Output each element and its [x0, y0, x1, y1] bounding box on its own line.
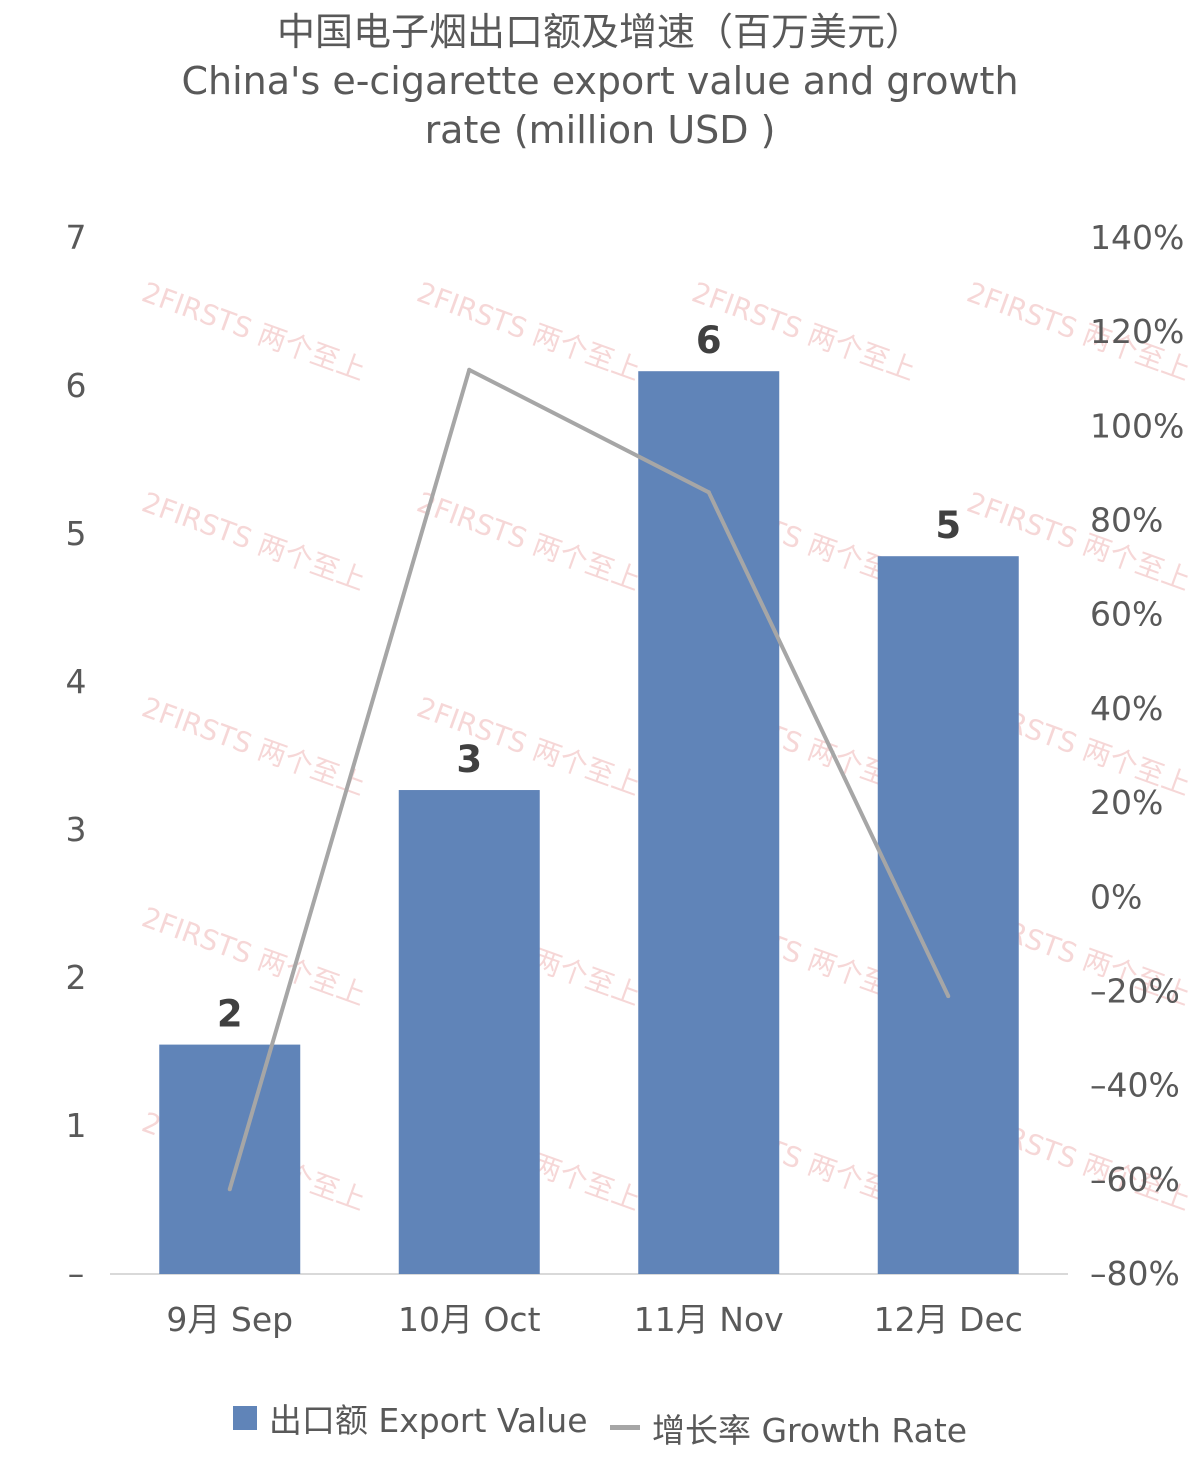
left-tick-label-3: 3 — [66, 810, 87, 849]
right-tick-label-5: 20% — [1090, 783, 1163, 822]
data-label-0: 2 — [217, 993, 243, 1036]
right-tick-label-4: 0% — [1090, 877, 1142, 916]
legend: 出口额 Export Value 增长率 Growth Rate — [0, 1394, 1200, 1452]
line-series — [227, 367, 951, 1192]
legend-item-growth-rate: 增长率 Growth Rate — [610, 1404, 967, 1452]
right-tick-label-11: 140% — [1090, 218, 1184, 257]
x-category-label-0: 9月 Sep — [166, 1300, 293, 1339]
bar-3 — [877, 556, 1019, 1274]
right-tick-label-8: 80% — [1090, 501, 1163, 540]
right-tick-label-9: 100% — [1090, 406, 1184, 445]
left-tick-label-6: 6 — [66, 366, 87, 405]
watermark-4: 2FIRSTS 两个至上 — [138, 486, 370, 597]
bar-2 — [638, 371, 780, 1274]
legend-item-export-value: 出口额 Export Value — [232, 1394, 588, 1442]
left-tick-label-2: 2 — [66, 958, 87, 997]
chart-subtitle-line-1: China's e-cigarette export value and gro… — [181, 59, 1019, 103]
chart-title-block: 中国电子烟出口额及增速（百万美元） China's e-cigarette ex… — [0, 8, 1200, 155]
right-axis-ticks: –80% –60% –40% –20% 0% 20% 40% 60% 80% 100% 120% 14… — [1090, 218, 1184, 1293]
left-axis-ticks: – 1 2 3 4 5 6 7 — [66, 218, 87, 1293]
legend-label-export-value: 出口额 Export Value — [268, 1401, 588, 1440]
growth-rate-point-1 — [467, 367, 472, 372]
chart-title: 中国电子烟出口额及增速（百万美元） — [276, 10, 923, 54]
right-tick-label-2: –40% — [1090, 1066, 1180, 1105]
watermark-9: 2FIRSTS 两个至上 — [413, 691, 645, 802]
right-tick-label-1: –60% — [1090, 1160, 1180, 1199]
left-tick-label-0: – — [68, 1254, 85, 1293]
bar-1 — [398, 790, 540, 1274]
right-tick-label-10: 120% — [1090, 312, 1184, 351]
watermark-12: 2FIRSTS 两个至上 — [138, 901, 370, 1012]
x-category-label-3: 12月 Dec — [874, 1300, 1023, 1339]
right-tick-label-7: 60% — [1090, 595, 1163, 634]
left-tick-label-5: 5 — [66, 514, 87, 553]
legend-swatch-bar — [232, 1406, 257, 1430]
watermark-2: 2FIRSTS 两个至上 — [688, 276, 920, 387]
data-label-3: 5 — [935, 504, 961, 547]
x-axis-categories: 9月 Sep 10月 Oct 11月 Nov 12月 Dec — [166, 1300, 1023, 1339]
growth-rate-point-2 — [706, 490, 711, 495]
watermark-8: 2FIRSTS 两个至上 — [138, 691, 370, 802]
x-category-label-2: 11月 Nov — [634, 1300, 784, 1339]
chart-subtitle-line-2: rate (million USD ) — [424, 108, 776, 152]
right-tick-label-0: –80% — [1090, 1254, 1180, 1293]
growth-rate-point-3 — [946, 994, 951, 999]
legend-label-growth-rate: 增长率 Growth Rate — [652, 1410, 968, 1450]
growth-rate-line — [227, 367, 951, 1190]
watermark-5: 2FIRSTS 两个至上 — [413, 486, 645, 597]
legend-swatch-line — [610, 1425, 640, 1430]
data-label-2: 6 — [696, 319, 722, 362]
left-tick-label-4: 4 — [66, 662, 87, 701]
left-tick-label-7: 7 — [66, 218, 87, 257]
bar-0 — [159, 1044, 301, 1274]
growth-rate-point-0 — [227, 1187, 232, 1192]
watermark-1: 2FIRSTS 两个至上 — [413, 276, 645, 387]
x-category-label-1: 10月 Oct — [398, 1300, 541, 1339]
bar-series — [159, 371, 1019, 1274]
left-tick-label-1: 1 — [66, 1106, 87, 1145]
data-labels: 2 3 6 5 — [217, 319, 961, 1035]
right-tick-label-3: –20% — [1090, 971, 1180, 1010]
data-label-1: 3 — [456, 738, 482, 781]
watermark-0: 2FIRSTS 两个至上 — [138, 276, 370, 387]
right-tick-label-6: 40% — [1090, 689, 1163, 728]
